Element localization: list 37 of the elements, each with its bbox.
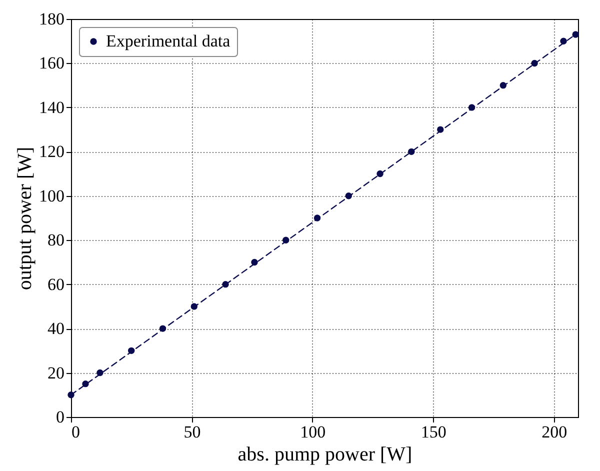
point — [468, 104, 476, 111]
x-tick-label: 100 — [300, 422, 326, 442]
y-tick-label: 120 — [39, 142, 64, 162]
x-tick-label: 0 — [72, 422, 80, 442]
y-tick-label: 0 — [56, 408, 64, 426]
point — [128, 347, 135, 354]
x-axis-title: abs. pump power [W] — [238, 444, 412, 466]
y-tick-label: 160 — [39, 54, 64, 73]
point — [408, 148, 415, 156]
y-tick-label: 20 — [48, 363, 64, 382]
point — [531, 60, 538, 67]
x-tick-label: 150 — [420, 422, 446, 442]
point — [222, 280, 229, 288]
legend-label: Experimental data — [106, 32, 231, 50]
point — [82, 380, 89, 388]
point — [500, 82, 507, 89]
point — [314, 214, 321, 222]
y-tick-label: 180 — [39, 10, 64, 28]
point — [560, 38, 567, 44]
point — [68, 392, 74, 398]
y-tick-label: 60 — [48, 274, 64, 294]
point — [376, 170, 384, 178]
x-tick-label: 200 — [542, 422, 568, 442]
point — [96, 369, 104, 376]
point — [437, 126, 444, 133]
point — [190, 303, 198, 310]
point — [345, 192, 352, 200]
point — [251, 258, 258, 266]
point — [159, 325, 166, 332]
y-tick-label: 40 — [48, 319, 64, 338]
y-tick-label: 80 — [48, 230, 64, 250]
point — [282, 236, 290, 244]
point — [572, 31, 579, 38]
y-tick-label: 140 — [39, 98, 64, 117]
y-axis-title: output power [W] — [14, 146, 36, 290]
x-tick-label: 50 — [184, 422, 201, 442]
y-tick-label: 100 — [39, 186, 64, 206]
